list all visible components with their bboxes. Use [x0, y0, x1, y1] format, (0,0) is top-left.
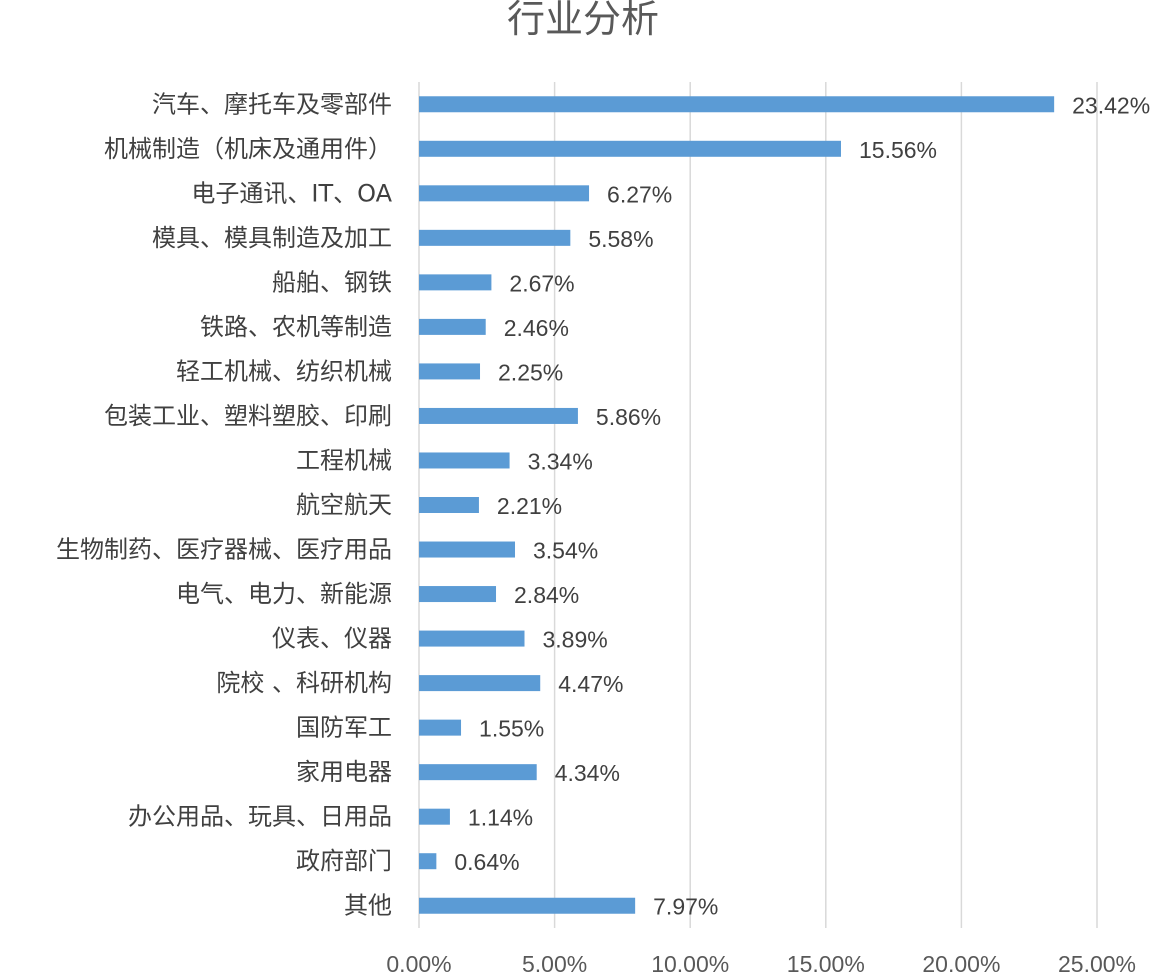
- data-label: 23.42%: [1072, 92, 1150, 118]
- category-label: 轻工机械、纺织机械: [176, 357, 392, 385]
- category-label: 铁路、农机等制造: [200, 313, 392, 341]
- category-label: 汽车、摩托车及零部件: [152, 90, 392, 118]
- data-label: 15.56%: [859, 137, 937, 163]
- data-label: 0.64%: [454, 849, 519, 875]
- data-label: 2.67%: [509, 270, 574, 296]
- bar: [419, 719, 462, 736]
- chart-title: 行业分析: [507, 0, 659, 41]
- data-label: 3.54%: [533, 538, 598, 564]
- category-label: 生物制药、医疗器械、医疗用品: [56, 536, 392, 564]
- bar: [419, 185, 590, 202]
- data-label: 2.84%: [514, 582, 579, 608]
- bar: [419, 452, 510, 469]
- data-label: 6.27%: [607, 181, 672, 207]
- category-label: 国防军工: [296, 714, 392, 742]
- data-label: 4.47%: [558, 671, 623, 697]
- category-label: 船舶、钢铁: [272, 268, 392, 296]
- bar: [419, 407, 578, 424]
- bar: [419, 764, 537, 781]
- data-label: 1.55%: [479, 716, 544, 742]
- bar: [419, 274, 492, 291]
- data-label: 5.58%: [588, 226, 653, 252]
- bar: [419, 853, 437, 870]
- category-label: 机械制造（机床及通用件）: [104, 135, 392, 163]
- bar: [419, 808, 450, 825]
- x-tick-label: 20.00%: [922, 951, 1000, 972]
- x-axis-tick-labels: 0.00% 5.00% 10.00% 15.00% 20.00% 25.00%: [386, 951, 1136, 972]
- category-label: 工程机械: [296, 446, 392, 474]
- x-tick-label: 25.00%: [1058, 951, 1136, 972]
- data-label: 3.34%: [528, 448, 593, 474]
- data-label: 2.46%: [504, 315, 569, 341]
- x-tick-label: 15.00%: [787, 951, 865, 972]
- category-label: 电子通讯、IT、OA: [191, 179, 392, 207]
- category-label: 政府部门: [296, 847, 392, 875]
- bar: [419, 630, 525, 647]
- category-label: 家用电器: [296, 758, 392, 786]
- gridlines: [418, 82, 1098, 928]
- bar: [419, 96, 1055, 113]
- category-label: 航空航天: [296, 491, 392, 519]
- category-label: 仪表、仪器: [272, 625, 392, 653]
- bar: [419, 229, 571, 246]
- bar: [419, 897, 636, 914]
- bar: [419, 586, 497, 603]
- bar: [419, 363, 481, 380]
- data-label: 7.97%: [653, 894, 718, 920]
- bars: [419, 96, 1055, 914]
- data-label: 2.25%: [498, 359, 563, 385]
- category-label: 其他: [344, 892, 392, 920]
- data-label: 4.34%: [555, 760, 620, 786]
- bar: [419, 497, 479, 513]
- bar: [419, 541, 516, 558]
- bar: [419, 318, 486, 335]
- category-label: 模具、模具制造及加工: [152, 224, 392, 252]
- data-label: 3.89%: [542, 627, 607, 653]
- data-label: 5.86%: [596, 404, 661, 430]
- x-tick-label: 0.00%: [386, 951, 451, 972]
- value-labels: 23.42% 15.56% 6.27% 5.58% 2.67% 2.46% 2.25% 5.8…: [454, 92, 1150, 919]
- category-label: 院校 、科研机构: [216, 669, 392, 697]
- x-tick-label: 10.00%: [651, 951, 729, 972]
- category-label: 办公用品、玩具、日用品: [128, 803, 392, 831]
- bar: [419, 140, 841, 157]
- category-label: 电气、电力、新能源: [176, 580, 392, 608]
- data-label: 2.21%: [497, 493, 562, 519]
- bar: [419, 675, 541, 692]
- data-label: 1.14%: [468, 805, 533, 831]
- category-label: 包装工业、塑料塑胶、印刷: [104, 402, 392, 430]
- x-tick-label: 5.00%: [522, 951, 587, 972]
